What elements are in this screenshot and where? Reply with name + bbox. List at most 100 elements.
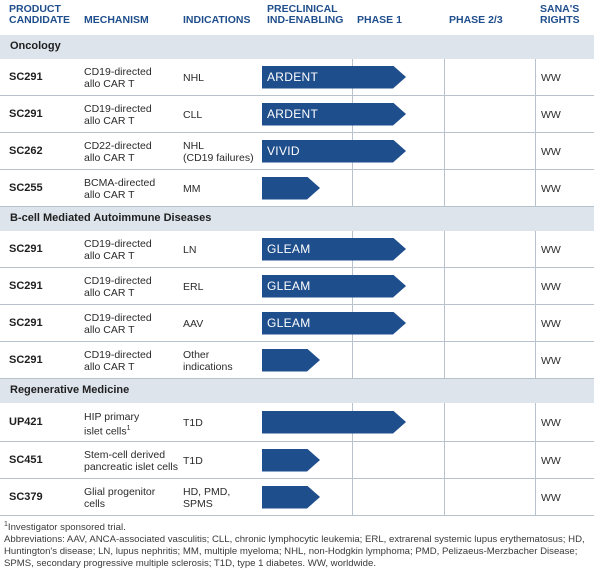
product-candidate: SC291 xyxy=(9,279,43,292)
progress-arrow: ARDENT xyxy=(262,103,406,126)
phase-divider xyxy=(535,403,536,442)
table-row: SC255 BCMA-directed allo CAR T MM WW xyxy=(0,170,594,207)
footnote: 1Investigator sponsored trial. xyxy=(4,519,590,534)
product-candidate: SC291 xyxy=(9,70,43,83)
table-row: SC291 CD19-directed allo CAR T CLL ARDENT WW xyxy=(0,96,594,133)
sanas-rights: WW xyxy=(541,454,561,467)
row-separator xyxy=(0,304,594,305)
row-separator xyxy=(0,378,594,379)
row-separator xyxy=(0,478,594,479)
sanas-rights: WW xyxy=(541,108,561,121)
mechanism-text: Glial progenitor cells xyxy=(84,485,156,510)
mechanism-text: Stem-cell derived pancreatic islet cells xyxy=(84,448,178,473)
table-row: SC291 CD19-directed allo CAR T NHL ARDENT WW xyxy=(0,59,594,96)
phase-divider xyxy=(352,170,353,207)
mechanism: CD19-directed allo CAR T xyxy=(84,275,152,299)
phase-divider xyxy=(535,96,536,133)
row-separator xyxy=(0,132,594,133)
phase-divider xyxy=(444,133,445,170)
phase-divider xyxy=(535,170,536,207)
program-name: ARDENT xyxy=(267,106,319,121)
row-separator xyxy=(0,341,594,342)
row-separator xyxy=(0,169,594,170)
header-phase-2-3: PHASE 2/3 xyxy=(449,14,503,26)
mechanism: Glial progenitor cells xyxy=(84,486,155,510)
mechanism: Stem-cell derived pancreatic islet cells xyxy=(84,449,178,473)
mechanism: CD19-directed allo CAR T xyxy=(84,238,152,262)
program-name: ARDENT xyxy=(267,69,319,84)
progress-arrow xyxy=(262,349,320,372)
header-product-candidate: PRODUCT CANDIDATE xyxy=(9,3,71,26)
header-indications: INDICATIONS xyxy=(183,14,251,26)
indication: Other indications xyxy=(183,348,233,373)
mechanism: HIP primary islet cells1 xyxy=(84,411,139,438)
row-separator xyxy=(0,515,594,516)
indication: AAV xyxy=(183,317,204,330)
header-mechanism: MECHANISM xyxy=(84,14,149,26)
phase-divider xyxy=(352,442,353,479)
program-name: GLEAM xyxy=(267,278,311,293)
sanas-rights: WW xyxy=(541,491,561,504)
mechanism-text: CD19-directed allo CAR T xyxy=(84,274,152,299)
sanas-rights: WW xyxy=(541,145,561,158)
sanas-rights: WW xyxy=(541,71,561,84)
phase-divider xyxy=(444,305,445,342)
mechanism: CD22-directed allo CAR T xyxy=(84,140,152,164)
table-header: PRODUCT CANDIDATE MECHANISM INDICATIONS … xyxy=(0,0,594,34)
indication: T1D xyxy=(183,416,203,429)
sanas-rights: WW xyxy=(541,354,561,367)
phase-divider xyxy=(444,231,445,268)
abbreviations: Abbreviations: AAV, ANCA-associated vasc… xyxy=(4,534,585,570)
sanas-rights: WW xyxy=(541,280,561,293)
phase-divider xyxy=(535,133,536,170)
table-row: SC291 CD19-directed allo CAR T ERL GLEAM WW xyxy=(0,268,594,305)
progress-arrow: GLEAM xyxy=(262,275,406,298)
progress-arrow xyxy=(262,177,320,200)
product-candidate: SC291 xyxy=(9,353,43,366)
indication: ERL xyxy=(183,280,204,293)
mechanism: CD19-directed allo CAR T xyxy=(84,103,152,127)
sanas-rights: WW xyxy=(541,243,561,256)
table-row: SC451 Stem-cell derived pancreatic islet … xyxy=(0,442,594,479)
product-candidate: UP421 xyxy=(9,415,43,428)
table-row: SC291 CD19-directed allo CAR T AAV GLEAM WW xyxy=(0,305,594,342)
mechanism-text: CD19-directed allo CAR T xyxy=(84,102,152,127)
phase-divider xyxy=(444,403,445,442)
phase-divider xyxy=(535,268,536,305)
indication: HD, PMD, SPMS xyxy=(183,485,231,510)
progress-arrow: GLEAM xyxy=(262,238,406,261)
indication: CLL xyxy=(183,108,203,121)
table-row: SC291 CD19-directed allo CAR T Other indic… xyxy=(0,342,594,379)
footnote-text: Investigator sponsored trial. xyxy=(7,522,126,534)
indication: NHL xyxy=(183,71,205,84)
section-label: Oncology xyxy=(10,40,61,52)
phase-divider xyxy=(535,59,536,96)
progress-arrow: GLEAM xyxy=(262,312,406,335)
section-header: B-cell Mediated Autoimmune Diseases xyxy=(0,207,594,231)
product-candidate: SC451 xyxy=(9,453,43,466)
mechanism: CD19-directed allo CAR T xyxy=(84,349,152,373)
indication: NHL (CD19 failures) xyxy=(183,139,254,164)
product-candidate: SC379 xyxy=(9,490,43,503)
mechanism: BCMA-directed allo CAR T xyxy=(84,177,155,201)
sanas-rights: WW xyxy=(541,182,561,195)
section-header: Oncology xyxy=(0,35,594,59)
phase-divider xyxy=(444,442,445,479)
phase-divider xyxy=(352,479,353,516)
phase-divider xyxy=(535,342,536,379)
phase-divider xyxy=(535,231,536,268)
mechanism: CD19-directed allo CAR T xyxy=(84,66,152,90)
mechanism-text: HIP primary islet cells xyxy=(84,410,140,437)
phase-divider xyxy=(444,96,445,133)
program-name: GLEAM xyxy=(267,315,311,330)
section-label: Regenerative Medicine xyxy=(10,384,130,396)
row-separator xyxy=(0,441,594,442)
mechanism-footnote-marker: 1 xyxy=(126,424,131,432)
header-phase-1: PHASE 1 xyxy=(357,14,402,26)
mechanism-text: CD22-directed allo CAR T xyxy=(84,139,152,164)
row-separator xyxy=(0,267,594,268)
phase-divider xyxy=(535,305,536,342)
product-candidate: SC262 xyxy=(9,144,43,157)
phase-divider xyxy=(352,342,353,379)
product-candidate: SC291 xyxy=(9,316,43,329)
